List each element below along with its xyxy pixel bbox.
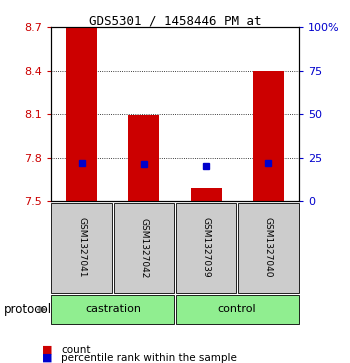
- Text: GSM1327040: GSM1327040: [264, 217, 273, 278]
- Text: ■: ■: [42, 352, 52, 363]
- Bar: [253, 71, 284, 201]
- Text: control: control: [218, 305, 257, 314]
- Text: GSM1327042: GSM1327042: [139, 217, 148, 278]
- Text: castration: castration: [85, 305, 141, 314]
- Text: ■: ■: [42, 344, 52, 355]
- Text: protocol: protocol: [4, 303, 52, 316]
- Bar: [128, 115, 160, 201]
- Text: GSM1327041: GSM1327041: [77, 217, 86, 278]
- Bar: [66, 28, 97, 201]
- Text: GDS5301 / 1458446_PM_at: GDS5301 / 1458446_PM_at: [89, 15, 261, 28]
- Text: count: count: [61, 344, 91, 355]
- Text: percentile rank within the sample: percentile rank within the sample: [61, 352, 237, 363]
- Bar: [190, 188, 222, 201]
- Text: GSM1327039: GSM1327039: [202, 217, 211, 278]
